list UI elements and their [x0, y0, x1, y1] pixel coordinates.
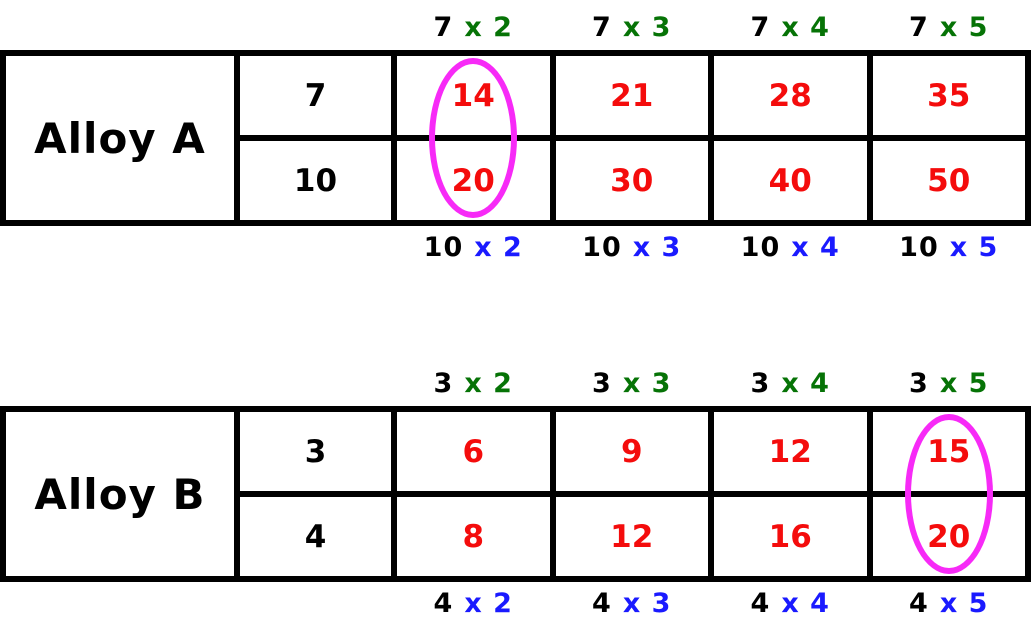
label-multiplier: x 4 — [781, 588, 830, 619]
product-cell: 15 — [869, 409, 1028, 494]
multiplication-label-top: 7 x 3 — [553, 12, 712, 43]
alloy-b-bottom-labels-row: 4 x 2 4 x 3 4 x 4 4 x 5 — [0, 582, 1031, 626]
product-cell: 12 — [552, 494, 711, 579]
label-factor: 4 — [750, 588, 771, 619]
product-cell: 16 — [711, 494, 870, 579]
label-multiplier: x 3 — [622, 368, 672, 399]
alloy-a-table: Alloy A 7 14 21 28 35 10 20 30 40 50 — [0, 50, 1031, 226]
multiplication-label-top: 7 x 4 — [711, 12, 870, 43]
multiplication-label-bottom: 10 x 4 — [711, 232, 870, 263]
label-factor: 4 — [909, 588, 929, 619]
multiplication-label-top: 7 x 5 — [870, 12, 1029, 43]
label-multiplier: x 2 — [474, 232, 523, 263]
product-cell: 28 — [711, 53, 870, 138]
alloy-a-bottom-labels-row: 10 x 2 10 x 3 10 x 4 10 x 5 — [0, 226, 1031, 270]
multiplication-label-bottom: 10 x 3 — [553, 232, 712, 263]
label-factor: 3 — [909, 368, 929, 399]
table-title: Alloy A — [3, 53, 237, 223]
multiplication-label-bottom: 4 x 2 — [394, 588, 553, 619]
multiplication-label-bottom: 10 x 2 — [394, 232, 553, 263]
multiplication-label-bottom: 4 x 3 — [553, 588, 712, 619]
multiplication-label-top: 3 x 5 — [870, 368, 1029, 399]
product-cell: 14 — [394, 53, 553, 138]
alloy-a-top-labels-row: 7 x 2 7 x 3 7 x 4 7 x 5 — [0, 6, 1031, 50]
multiplication-label-top: 7 x 2 — [394, 12, 553, 43]
product-cell: 6 — [394, 409, 553, 494]
multiplication-label-top: 3 x 3 — [553, 368, 712, 399]
product-cell: 9 — [552, 409, 711, 494]
label-factor: 7 — [592, 12, 612, 43]
label-multiplier: x 2 — [464, 12, 513, 43]
label-factor: 3 — [433, 368, 454, 399]
product-cell: 20 — [394, 138, 553, 223]
multiplication-label-bottom: 4 x 4 — [711, 588, 870, 619]
label-multiplier: x 2 — [464, 368, 513, 399]
label-factor: 7 — [750, 12, 771, 43]
label-multiplier: x 2 — [464, 588, 513, 619]
alloy-b-top-labels-row: 3 x 2 3 x 3 3 x 4 3 x 5 — [0, 362, 1031, 406]
label-multiplier: x 4 — [791, 232, 840, 263]
alloy-b-table: Alloy B 3 6 9 12 15 4 8 12 16 20 — [0, 406, 1031, 582]
label-multiplier: x 3 — [622, 12, 672, 43]
label-multiplier: x 4 — [781, 368, 830, 399]
alloy-a-section: 7 x 2 7 x 3 7 x 4 7 x 5 Alloy A 7 14 21 28 3… — [0, 6, 1031, 270]
ratio-cell: 4 — [237, 494, 394, 579]
label-multiplier: x 3 — [632, 232, 682, 263]
label-multiplier: x 5 — [939, 368, 989, 399]
product-cell: 50 — [869, 138, 1028, 223]
label-factor: 7 — [433, 12, 454, 43]
label-factor: 10 — [423, 232, 464, 263]
label-multiplier: x 4 — [781, 12, 830, 43]
ratio-cell: 10 — [237, 138, 394, 223]
product-cell: 8 — [394, 494, 553, 579]
product-cell: 40 — [711, 138, 870, 223]
alloy-b-section: 3 x 2 3 x 3 3 x 4 3 x 5 Alloy B 3 6 9 12 15 … — [0, 362, 1031, 626]
multiplication-label-top: 3 x 4 — [711, 368, 870, 399]
product-cell: 12 — [711, 409, 870, 494]
label-factor: 7 — [909, 12, 929, 43]
ratio-cell: 7 — [237, 53, 394, 138]
label-factor: 4 — [433, 588, 454, 619]
label-factor: 10 — [899, 232, 939, 263]
product-cell: 30 — [552, 138, 711, 223]
product-cell: 21 — [552, 53, 711, 138]
label-multiplier: x 3 — [622, 588, 672, 619]
alloy-a-table-wrap: Alloy A 7 14 21 28 35 10 20 30 40 50 — [0, 50, 1031, 226]
label-factor: 4 — [592, 588, 612, 619]
product-cell: 35 — [869, 53, 1028, 138]
label-factor: 3 — [592, 368, 612, 399]
vertical-gap — [0, 270, 1031, 362]
multiplication-label-bottom: 10 x 5 — [870, 232, 1029, 263]
label-factor: 10 — [740, 232, 781, 263]
product-cell: 20 — [869, 494, 1028, 579]
ratio-cell: 3 — [237, 409, 394, 494]
alloy-b-table-wrap: Alloy B 3 6 9 12 15 4 8 12 16 20 — [0, 406, 1031, 582]
label-multiplier: x 5 — [939, 588, 989, 619]
label-multiplier: x 5 — [949, 232, 999, 263]
label-multiplier: x 5 — [939, 12, 989, 43]
label-factor: 3 — [750, 368, 771, 399]
multiplication-label-top: 3 x 2 — [394, 368, 553, 399]
multiplication-label-bottom: 4 x 5 — [870, 588, 1029, 619]
table-title: Alloy B — [3, 409, 237, 579]
label-factor: 10 — [582, 232, 622, 263]
